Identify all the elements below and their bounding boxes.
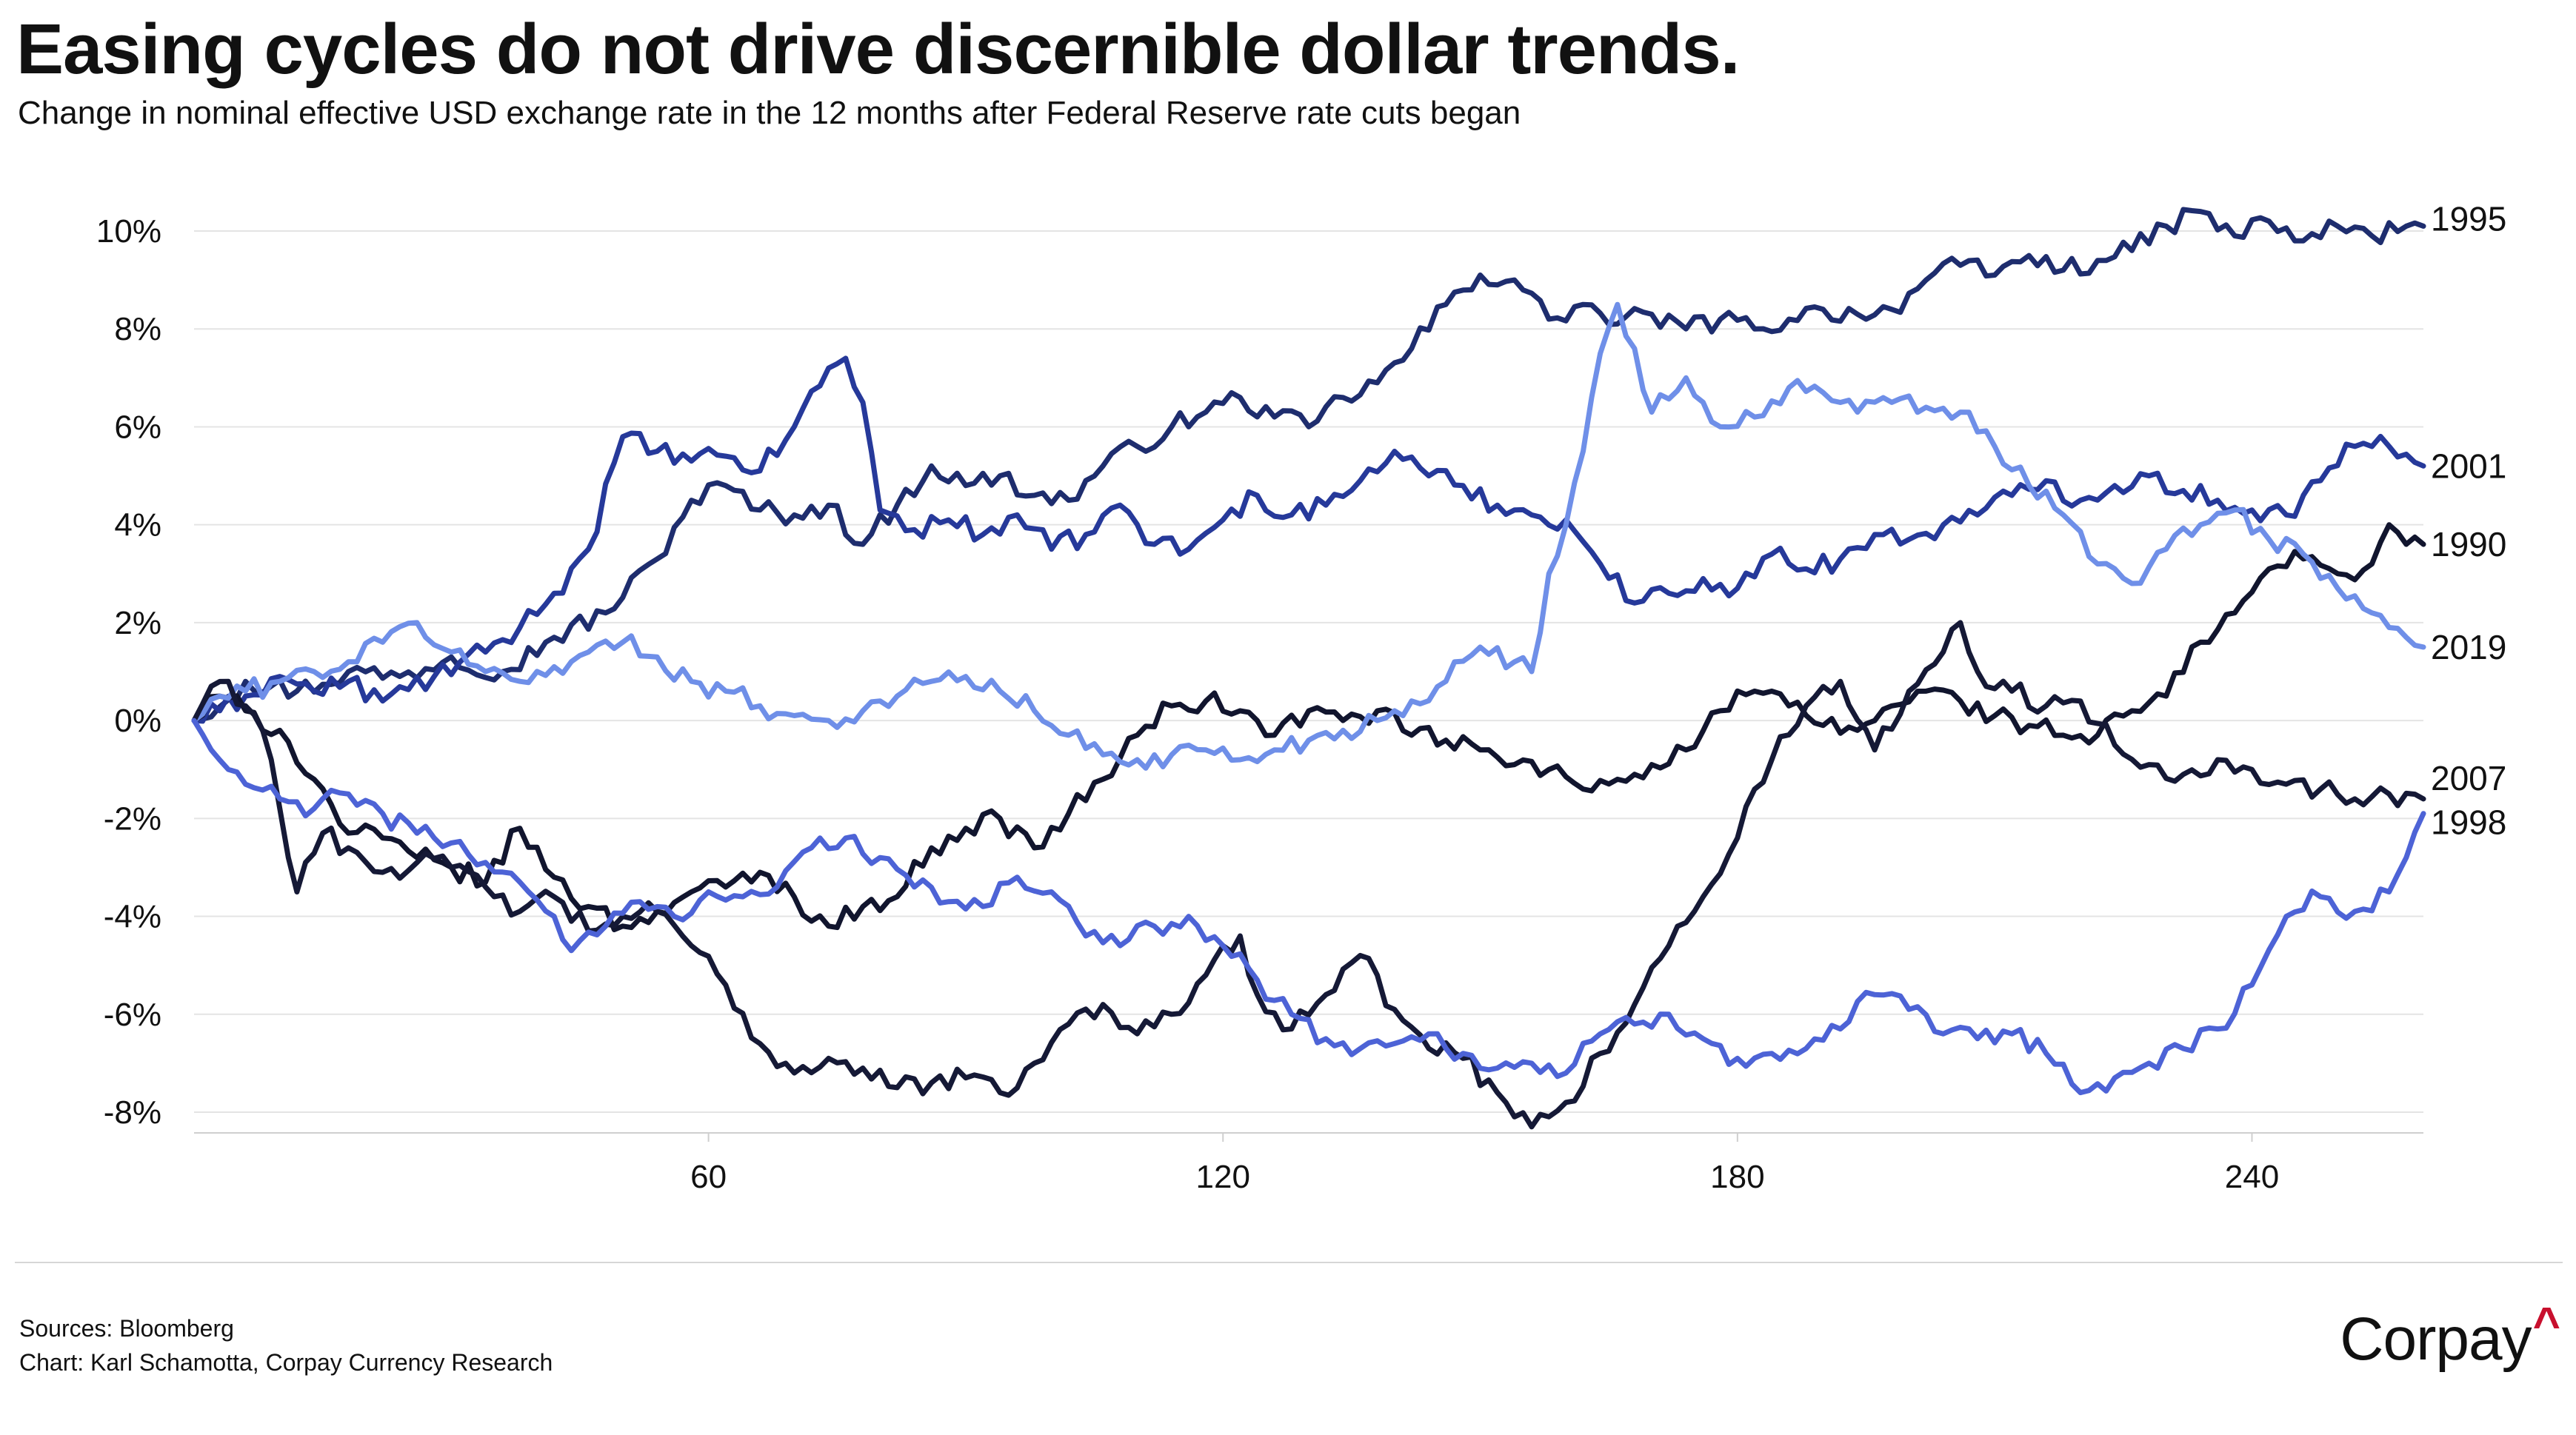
y-tick-label: -6% — [104, 997, 161, 1033]
y-axis-ticks: -8% -6% -4% -2% 0% 2% 4% 6% 8% 10% — [96, 213, 161, 1131]
series-line-2007 — [191, 620, 2426, 1130]
series-label-1990: 1990 — [2431, 525, 2506, 563]
y-tick-label: 8% — [114, 311, 161, 347]
y-tick-label: 6% — [114, 409, 161, 445]
source-note: Sources: Bloomberg — [19, 1315, 234, 1342]
series-line-1998 — [191, 718, 2426, 1096]
credit-note: Chart: Karl Schamotta, Corpay Currency R… — [19, 1349, 553, 1376]
logo-text: Corpay — [2340, 1305, 2532, 1373]
y-tick-label: 0% — [114, 703, 161, 739]
y-tick-label: 2% — [114, 605, 161, 641]
chart-subtitle: Change in nominal effective USD exchange… — [18, 95, 1521, 131]
series-lines — [191, 207, 2426, 1130]
series-line-2001 — [191, 355, 2426, 724]
series-line-1990 — [191, 522, 2426, 932]
y-tick-label: -4% — [104, 899, 161, 935]
x-tick-label: 180 — [1710, 1159, 1764, 1195]
y-tick-label: -8% — [104, 1094, 161, 1131]
series-line-1995 — [191, 207, 2426, 723]
series-label-2019: 2019 — [2431, 628, 2506, 666]
series-line-2019 — [191, 301, 2426, 771]
chart-title: Easing cycles do not drive discernible d… — [16, 10, 1740, 89]
series-label-1995: 1995 — [2431, 199, 2506, 238]
y-tick-label: 10% — [96, 213, 161, 250]
corpay-logo: Corpay^ — [2340, 1297, 2560, 1374]
series-label-1998: 1998 — [2431, 803, 2506, 842]
footer-divider — [15, 1262, 2563, 1263]
gridlines — [194, 230, 2423, 1113]
logo-caret-icon: ^ — [2532, 1297, 2560, 1351]
x-tick-label: 60 — [690, 1159, 727, 1195]
series-labels: 1995 2001 1990 2019 2007 1998 — [2431, 199, 2506, 841]
y-tick-label: -2% — [104, 800, 161, 837]
x-tick-label: 240 — [2225, 1159, 2279, 1195]
y-tick-label: 4% — [114, 507, 161, 543]
series-label-2007: 2007 — [2431, 759, 2506, 797]
x-tick-label: 120 — [1196, 1159, 1250, 1195]
line-chart: -8% -6% -4% -2% 0% 2% 4% 6% 8% 10% 60 120 180 240 19… — [96, 199, 2506, 1195]
series-label-2001: 2001 — [2431, 446, 2506, 485]
x-axis-ticks: 60 120 180 240 — [194, 1132, 2423, 1195]
